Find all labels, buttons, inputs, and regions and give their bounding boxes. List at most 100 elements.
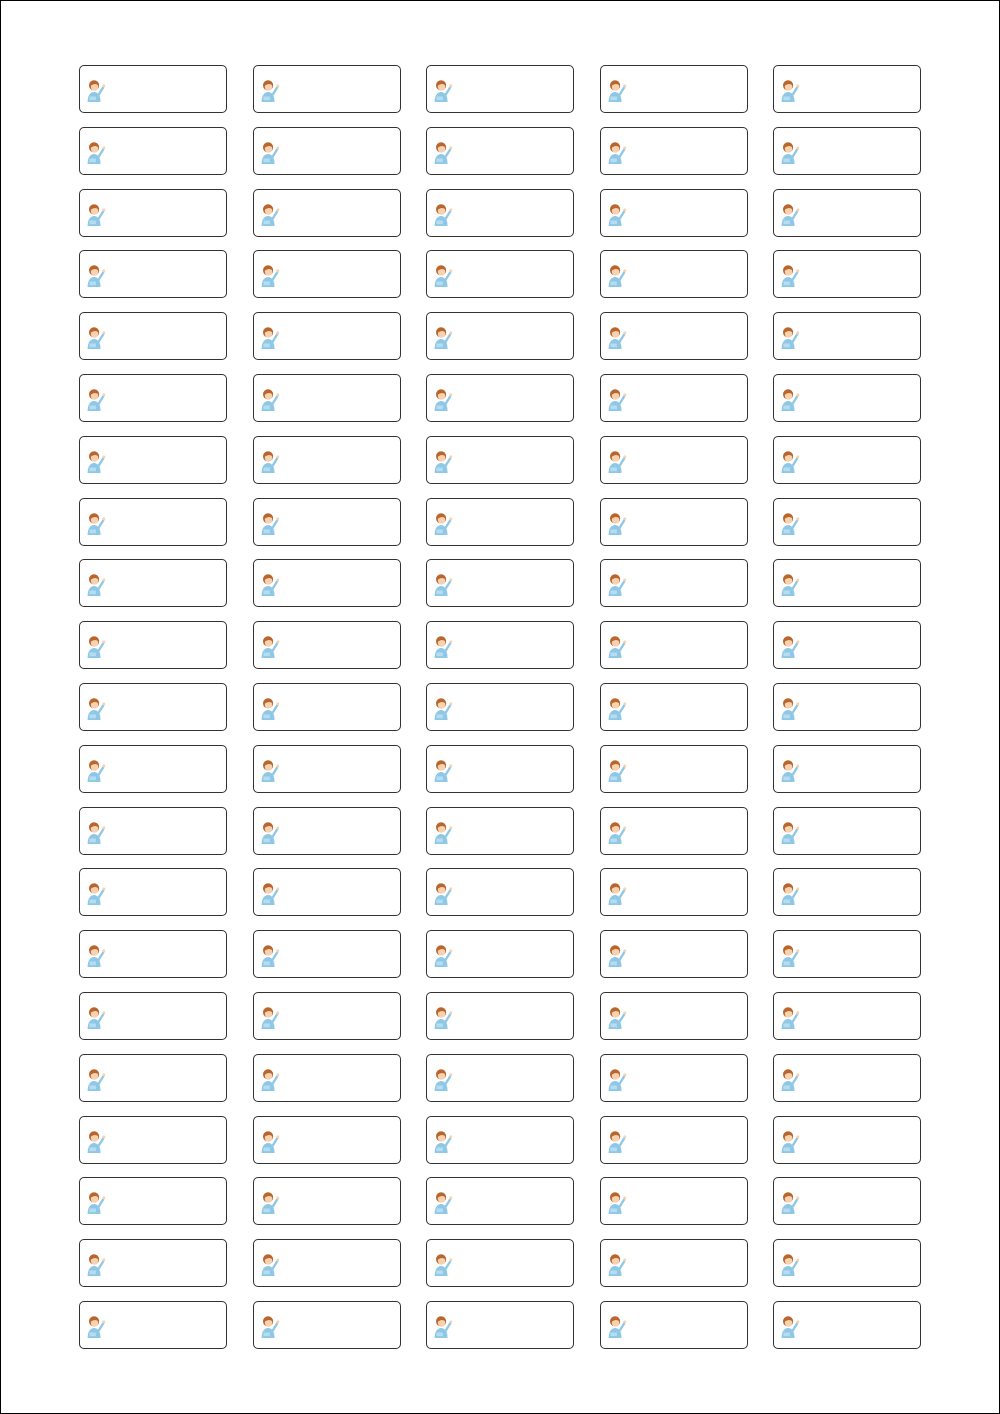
label-cell <box>79 497 227 546</box>
label-cell <box>252 1239 401 1288</box>
label-cell <box>773 621 921 670</box>
label-cell <box>773 1239 921 1288</box>
woman-pointing-icon <box>433 635 454 660</box>
label-cell <box>252 1177 401 1226</box>
label-cell <box>252 435 401 484</box>
woman-pointing-icon <box>606 264 627 289</box>
woman-pointing-icon <box>433 202 454 227</box>
label-cell <box>599 1239 748 1288</box>
label-cell <box>426 65 574 113</box>
label-cell <box>426 188 574 237</box>
label-cell <box>773 374 921 422</box>
label-cell <box>599 126 748 175</box>
woman-pointing-icon <box>259 140 280 165</box>
label-cell <box>599 1053 748 1102</box>
woman-pointing-icon <box>259 202 280 227</box>
woman-pointing-icon <box>86 1006 107 1031</box>
label-cell <box>79 930 227 979</box>
label-cell <box>252 1301 401 1349</box>
label-cell <box>773 1053 921 1102</box>
label-cell <box>773 868 921 917</box>
label-cell <box>773 250 921 299</box>
label-cell <box>252 497 401 546</box>
woman-pointing-icon <box>259 264 280 289</box>
woman-pointing-icon <box>86 635 107 660</box>
label-cell <box>773 806 921 855</box>
woman-pointing-icon <box>780 1129 801 1154</box>
label-cell <box>599 374 748 422</box>
label-cell <box>599 992 748 1040</box>
woman-pointing-icon <box>780 1067 801 1092</box>
woman-pointing-icon <box>606 758 627 783</box>
woman-pointing-icon <box>780 449 801 474</box>
label-cell <box>426 930 574 979</box>
woman-pointing-icon <box>259 944 280 969</box>
label-cell <box>426 250 574 299</box>
woman-pointing-icon <box>259 1067 280 1092</box>
label-cell <box>773 1301 921 1349</box>
woman-pointing-icon <box>259 511 280 536</box>
label-cell <box>79 559 227 608</box>
woman-pointing-icon <box>86 264 107 289</box>
label-cell <box>79 65 227 113</box>
label-cell <box>599 312 748 361</box>
woman-pointing-icon <box>86 1253 107 1278</box>
label-cell <box>426 868 574 917</box>
label-cell <box>773 930 921 979</box>
label-cell <box>599 930 748 979</box>
woman-pointing-icon <box>433 1315 454 1340</box>
label-cell <box>252 683 401 731</box>
woman-pointing-icon <box>86 140 107 165</box>
label-cell <box>599 1115 748 1164</box>
label-cell <box>252 992 401 1040</box>
woman-pointing-icon <box>606 820 627 845</box>
woman-pointing-icon <box>780 1253 801 1278</box>
woman-pointing-icon <box>86 449 107 474</box>
woman-pointing-icon <box>606 944 627 969</box>
label-cell <box>79 683 227 731</box>
label-cell <box>599 868 748 917</box>
woman-pointing-icon <box>780 635 801 660</box>
woman-pointing-icon <box>86 573 107 598</box>
woman-pointing-icon <box>433 79 454 104</box>
label-cell <box>599 188 748 237</box>
label-cell <box>773 1177 921 1226</box>
woman-pointing-icon <box>86 1067 107 1092</box>
label-cell <box>773 683 921 731</box>
label-cell <box>79 1301 227 1349</box>
woman-pointing-icon <box>780 1191 801 1216</box>
woman-pointing-icon <box>780 140 801 165</box>
woman-pointing-icon <box>606 1129 627 1154</box>
label-cell <box>79 1115 227 1164</box>
label-cell <box>599 1301 748 1349</box>
woman-pointing-icon <box>780 944 801 969</box>
label-cell <box>79 992 227 1040</box>
woman-pointing-icon <box>259 1129 280 1154</box>
label-cell <box>773 312 921 361</box>
label-cell <box>773 435 921 484</box>
woman-pointing-icon <box>606 1006 627 1031</box>
label-cell <box>426 1177 574 1226</box>
label-cell <box>426 1053 574 1102</box>
label-cell <box>599 806 748 855</box>
woman-pointing-icon <box>86 1191 107 1216</box>
woman-pointing-icon <box>86 1315 107 1340</box>
label-cell <box>79 188 227 237</box>
label-cell <box>426 992 574 1040</box>
woman-pointing-icon <box>606 573 627 598</box>
label-cell <box>426 312 574 361</box>
woman-pointing-icon <box>433 882 454 907</box>
label-cell <box>79 868 227 917</box>
woman-pointing-icon <box>86 388 107 413</box>
label-cell <box>252 868 401 917</box>
label-cell <box>426 744 574 793</box>
woman-pointing-icon <box>86 326 107 351</box>
label-cell <box>426 806 574 855</box>
label-cell <box>773 744 921 793</box>
woman-pointing-icon <box>606 511 627 536</box>
label-cell <box>426 497 574 546</box>
label-cell <box>79 744 227 793</box>
woman-pointing-icon <box>433 758 454 783</box>
woman-pointing-icon <box>606 79 627 104</box>
label-cell <box>599 1177 748 1226</box>
